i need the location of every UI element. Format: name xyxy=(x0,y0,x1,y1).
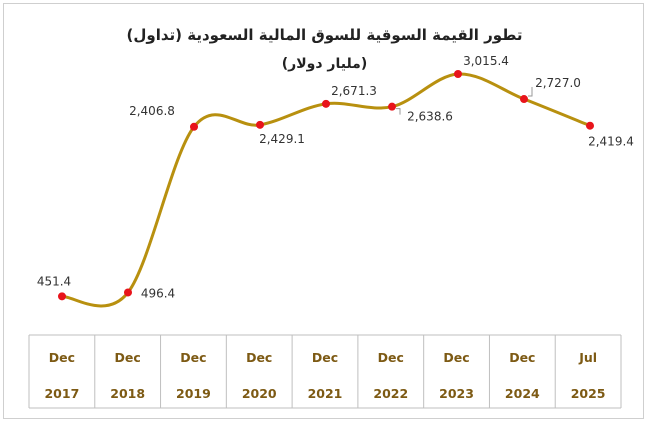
data-point xyxy=(586,121,594,130)
data-label: 2,727.0 xyxy=(535,76,581,90)
category-month-label: Dec xyxy=(49,350,75,365)
data-label: 2,406.8 xyxy=(129,104,175,118)
category-year-label: 2017 xyxy=(44,386,79,401)
chart-frame xyxy=(3,3,644,419)
category-month-label: Dec xyxy=(180,350,206,365)
category-month-label: Dec xyxy=(443,350,469,365)
category-month-label: Dec xyxy=(312,350,338,365)
data-label: 3,015.4 xyxy=(463,54,509,68)
data-point xyxy=(322,99,330,108)
category-month-label: Jul xyxy=(578,350,597,365)
data-point xyxy=(58,292,66,301)
category-year-label: 2023 xyxy=(439,386,474,401)
data-label: 2,638.6 xyxy=(407,110,453,124)
category-month-label: Dec xyxy=(509,350,535,365)
category-year-label: 2019 xyxy=(176,386,211,401)
data-label: 496.4 xyxy=(141,286,175,300)
category-year-label: 2020 xyxy=(242,386,277,401)
data-label: 2,419.4 xyxy=(588,135,634,149)
data-point xyxy=(190,122,198,131)
category-year-label: 2021 xyxy=(308,386,343,401)
category-year-label: 2018 xyxy=(110,386,145,401)
data-label: 2,671.3 xyxy=(331,84,377,98)
label-leader-line xyxy=(528,87,533,97)
data-point xyxy=(124,288,132,297)
data-point xyxy=(256,120,264,129)
chart-subtitle: (مليار دولار) xyxy=(281,56,368,72)
chart-title: تطور القيمة السوقية للسوق المالية السعود… xyxy=(126,26,523,44)
category-year-label: 2024 xyxy=(505,386,540,401)
series-line xyxy=(60,72,592,308)
category-table: Dec 2017 Dec 2018 Dec 2019 Dec 2020 Dec 2021 Dec 20… xyxy=(28,334,622,409)
data-label: 451.4 xyxy=(37,274,71,288)
data-point xyxy=(454,70,462,79)
category-month-label: Dec xyxy=(246,350,272,365)
category-year-label: 2022 xyxy=(373,386,408,401)
category-year-label: 2025 xyxy=(571,386,606,401)
category-month-label: Dec xyxy=(378,350,404,365)
label-leader-line xyxy=(396,108,401,115)
category-month-label: Dec xyxy=(115,350,141,365)
data-point xyxy=(520,95,528,104)
data-point xyxy=(388,102,396,111)
data-label: 2,429.1 xyxy=(259,132,305,146)
